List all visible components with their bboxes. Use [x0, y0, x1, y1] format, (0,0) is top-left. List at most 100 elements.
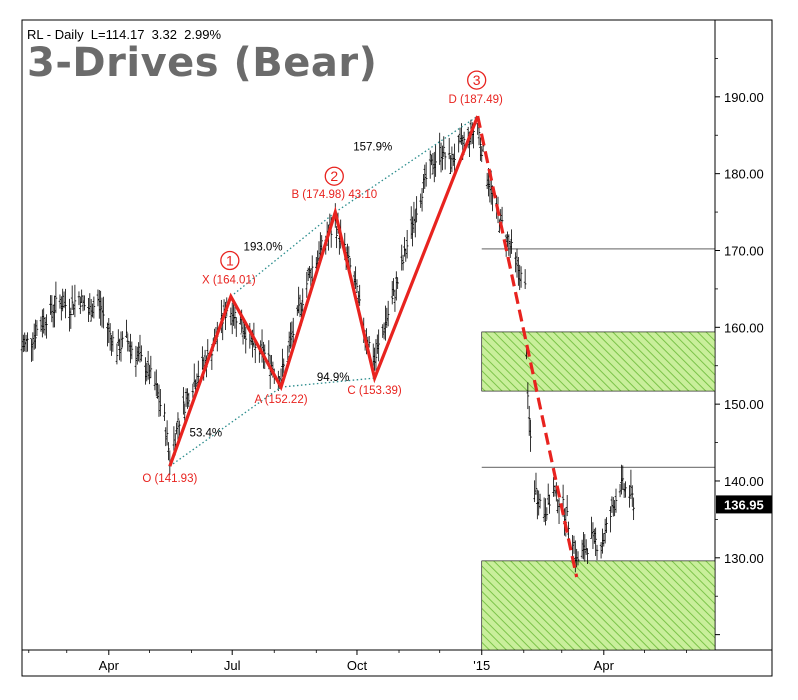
price-bar: [529, 419, 532, 452]
price-bar: [453, 143, 456, 176]
projection-line: [476, 115, 579, 578]
price-bar: [377, 329, 380, 362]
price-bar: [401, 254, 405, 271]
price-bar: [595, 544, 599, 561]
price-bar: [73, 284, 77, 318]
price-bar: [527, 405, 531, 436]
ratio-line: [334, 115, 479, 213]
symbol-info: RL - Daily L=114.17 3.32 2.99%: [27, 27, 222, 42]
x-tick-label: Jul: [224, 658, 241, 673]
drive-marker: 3: [467, 70, 487, 90]
price-bar: [538, 493, 542, 509]
x-axis: Apr Jul Oct '15 Apr: [28, 650, 687, 673]
price-bar: [45, 314, 48, 339]
price-bar: [624, 481, 627, 498]
price-bars: [20, 118, 635, 573]
ratio-label: 53.4%: [190, 428, 223, 440]
price-bar: [594, 527, 597, 557]
x-tick-label: Oct: [347, 658, 368, 673]
price-bar: [479, 137, 482, 161]
price-bar: [632, 497, 635, 521]
price-bar: [335, 226, 338, 249]
point-label: D (187.49): [448, 94, 503, 106]
x-tick-label: '15: [473, 658, 490, 673]
price-bar: [358, 284, 361, 306]
pattern-labels: O (141.93) X (164.01) A (152.22) B (174.98)…: [142, 70, 503, 485]
price-bar: [310, 255, 314, 283]
point-label: X (164.01): [202, 275, 256, 287]
price-bar: [434, 145, 437, 177]
last-price-box: [716, 495, 772, 514]
price-bar: [34, 319, 37, 349]
price-bar: [140, 345, 143, 362]
last-price-label: 136.95: [724, 497, 764, 512]
price-bar: [111, 331, 115, 352]
price-bar: [510, 229, 513, 254]
price-bar: [125, 319, 128, 338]
target-zone: [481, 560, 716, 651]
point-label: O (141.93): [142, 473, 197, 485]
ratio-line: [169, 386, 282, 467]
pattern-line: [168, 115, 480, 467]
price-bar: [163, 403, 166, 421]
target-zones: [481, 331, 716, 651]
price-bar: [374, 339, 378, 375]
price-bar: [614, 488, 618, 513]
price-bar: [26, 332, 29, 352]
horizontal-levels: [481, 248, 715, 468]
point-label: A (152.22): [254, 394, 307, 406]
point-label: B (174.98) 43.10: [291, 189, 377, 201]
price-bar: [424, 162, 428, 187]
x-axis-panel: [21, 649, 773, 677]
price-bar: [576, 551, 580, 566]
ratio-lines: [169, 115, 479, 467]
drive-marker: 1: [220, 250, 240, 271]
chart-title: 3-Drives (Bear): [27, 40, 378, 86]
x-tick-label: Apr: [594, 658, 615, 673]
price-bar: [565, 495, 569, 517]
price-bar: [115, 343, 119, 365]
y-tick-label: 180.00: [724, 167, 764, 182]
price-bar: [441, 145, 444, 171]
price-bar: [605, 517, 608, 534]
ratio-label: 94.9%: [317, 372, 350, 384]
price-bar: [630, 485, 634, 507]
price-bar: [149, 355, 153, 379]
price-bar: [534, 472, 538, 495]
price-bar: [54, 281, 58, 314]
price-bar: [413, 209, 417, 238]
price-bar: [79, 296, 82, 314]
price-bar: [69, 307, 73, 329]
price-bar: [420, 187, 424, 212]
price-bar: [35, 320, 39, 336]
price-bar: [442, 136, 446, 157]
svg-text:3: 3: [473, 72, 481, 88]
price-bar: [386, 300, 390, 327]
x-tick-label: Apr: [99, 658, 120, 673]
price-bar: [405, 229, 409, 259]
price-bar: [586, 548, 589, 564]
price-bar: [83, 295, 86, 311]
price-bar: [447, 137, 451, 160]
price-bar: [234, 317, 238, 337]
price-bar: [621, 465, 625, 491]
price-bar: [167, 442, 170, 461]
price-bar: [119, 331, 123, 362]
price-bar: [390, 280, 394, 305]
price-bar: [108, 323, 112, 351]
price-bar: [415, 196, 418, 222]
y-axis-panel: [714, 19, 773, 651]
price-bar: [159, 388, 162, 417]
svg-text:1: 1: [226, 253, 234, 269]
ratio-label: 193.0%: [244, 241, 283, 253]
target-zone: [481, 331, 716, 392]
y-tick-label: 160.00: [724, 320, 764, 335]
price-bar: [165, 420, 169, 446]
price-bar: [305, 271, 309, 298]
price-bar: [187, 392, 191, 408]
y-tick-label: 140.00: [724, 474, 764, 489]
price-bar: [443, 152, 447, 170]
price-bar: [92, 296, 96, 319]
y-tick-label: 150.00: [724, 397, 764, 412]
price-bar: [102, 296, 105, 329]
